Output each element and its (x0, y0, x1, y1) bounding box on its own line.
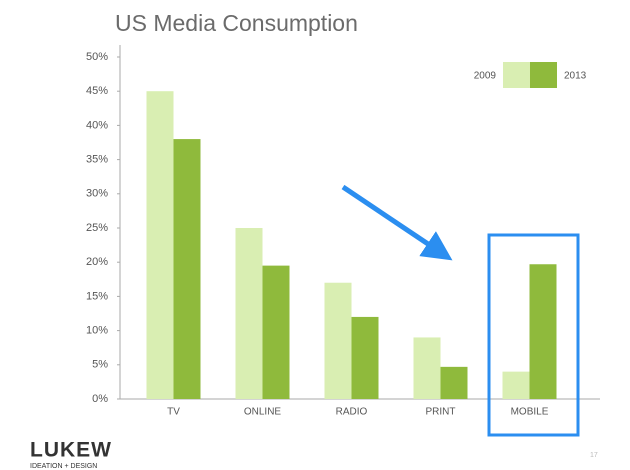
logo-tagline: IDEATION + DESIGN (30, 463, 97, 470)
y-tick-label: 0% (92, 393, 108, 405)
y-tick-label: 10% (86, 325, 108, 337)
bar (146, 91, 174, 399)
bar (529, 264, 557, 399)
x-tick-label: MOBILE (511, 407, 549, 418)
highlight-box (487, 233, 580, 437)
legend-swatch (503, 62, 530, 88)
y-tick-label: 35% (86, 154, 108, 166)
bar (351, 316, 379, 399)
x-tick-label: ONLINE (244, 407, 282, 418)
y-tick-label: 20% (86, 256, 108, 268)
logo: LUKEW (30, 439, 112, 462)
y-tick-label: 50% (86, 51, 108, 63)
bar (173, 139, 201, 399)
bar (262, 265, 290, 399)
bar (324, 282, 352, 399)
bar (502, 371, 530, 399)
y-tick-label: 25% (86, 222, 108, 234)
bar (440, 366, 468, 399)
x-tick-label: RADIO (336, 407, 368, 418)
y-tick-label: 15% (86, 290, 108, 302)
y-tick-label: 40% (86, 119, 108, 131)
x-tick-label: TV (167, 407, 180, 418)
annotation-arrow (341, 184, 453, 261)
x-tick-label: PRINT (426, 407, 456, 418)
bar (413, 337, 441, 399)
y-tick-label: 30% (86, 188, 108, 200)
bar (235, 228, 263, 399)
legend-label: 2009 (474, 71, 497, 82)
chart-title: US Media Consumption (115, 10, 358, 36)
y-tick-label: 45% (86, 85, 108, 97)
legend-swatch (530, 62, 557, 88)
legend-label: 2013 (564, 71, 587, 82)
page-number: 17 (590, 452, 598, 459)
y-tick-label: 5% (92, 359, 108, 371)
